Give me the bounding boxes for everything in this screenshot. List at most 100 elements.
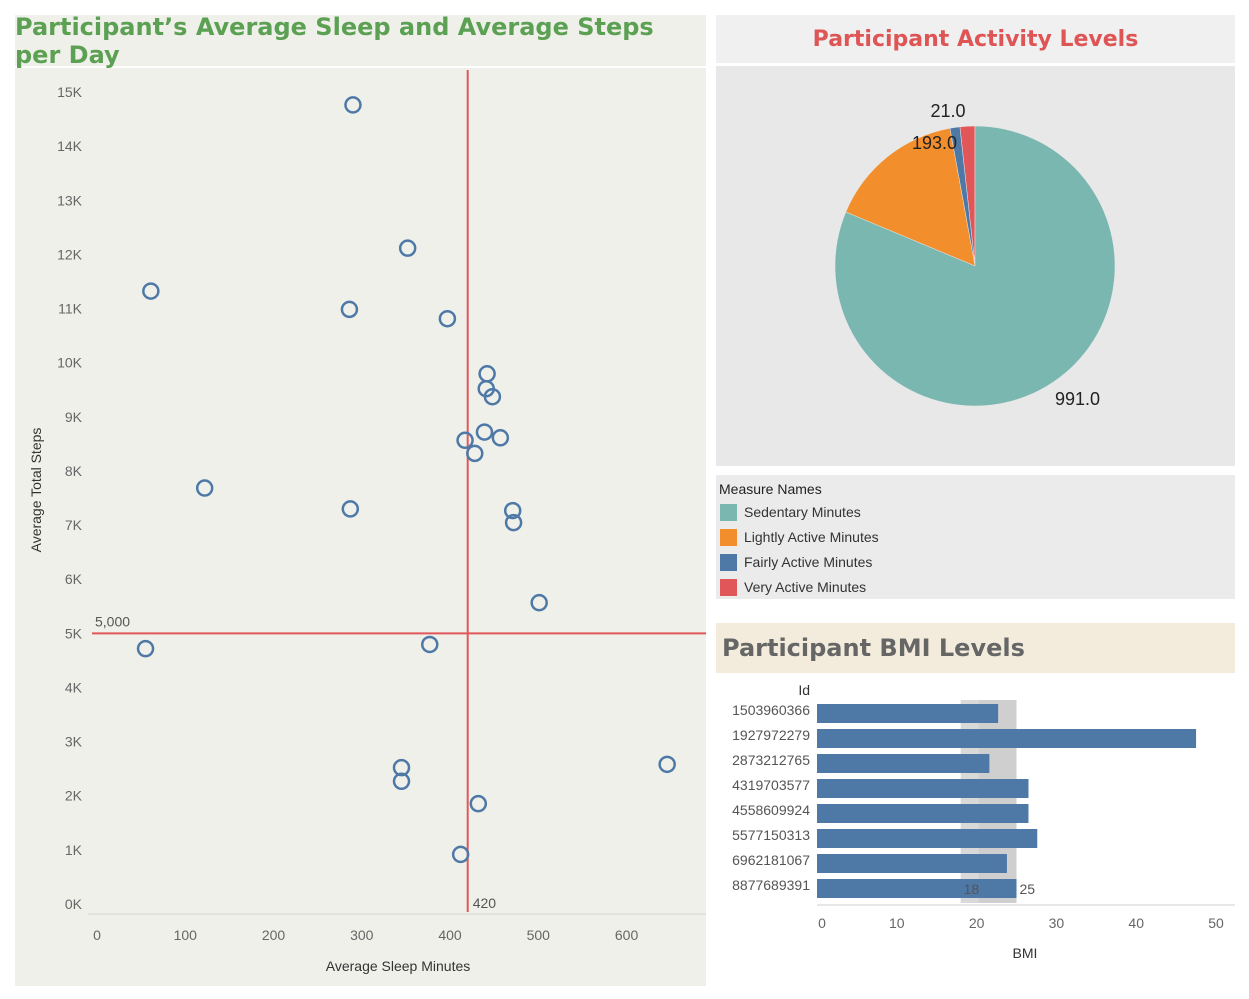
legend-item[interactable]: Fairly Active Minutes xyxy=(720,553,872,571)
scatter-y-tick-label: 12K xyxy=(57,246,83,262)
bmi-x-tick-label: 30 xyxy=(1049,915,1065,931)
scatter-y-tick-label: 1K xyxy=(65,842,83,858)
scatter-y-tick-label: 10K xyxy=(57,355,83,371)
scatter-y-axis-label: Average Total Steps xyxy=(28,428,44,553)
bmi-id-header: Id xyxy=(798,682,810,698)
bmi-bar[interactable] xyxy=(817,829,1038,848)
bmi-bar[interactable] xyxy=(817,754,990,773)
legend-title: Measure Names xyxy=(719,481,822,497)
scatter-y-tick-label: 11K xyxy=(58,301,83,317)
scatter-point[interactable] xyxy=(392,772,411,791)
scatter-x-tick-label: 200 xyxy=(262,927,286,943)
bmi-title: Participant BMI Levels xyxy=(722,634,1025,662)
bmi-id-label: 6962181067 xyxy=(732,852,810,868)
scatter-x-tick-label: 600 xyxy=(615,927,639,943)
scatter-y-tick-label: 9K xyxy=(65,409,83,425)
scatter-point[interactable] xyxy=(392,758,411,777)
scatter-x-tick-label: 400 xyxy=(438,927,462,943)
pie-label: 193.0 xyxy=(912,133,957,153)
scatter-y-tick-label: 3K xyxy=(65,734,83,750)
reference-label-sleep: 420 xyxy=(473,895,497,911)
scatter-point[interactable] xyxy=(491,429,510,447)
bmi-x-tick-label: 40 xyxy=(1128,915,1144,931)
pie-slice-sedentary-minutes[interactable] xyxy=(834,125,1116,407)
scatter-point[interactable] xyxy=(136,639,155,658)
legend-swatch xyxy=(720,578,737,596)
bmi-x-tick-label: 0 xyxy=(818,915,826,931)
legend-label: Fairly Active Minutes xyxy=(744,554,873,570)
scatter-point[interactable] xyxy=(504,513,523,532)
scatter-y-tick-label: 15K xyxy=(57,84,83,100)
scatter-panel xyxy=(15,68,706,986)
pie-slice-lightly-active-minutes[interactable] xyxy=(845,127,976,267)
scatter-point[interactable] xyxy=(341,500,360,518)
scatter-point[interactable] xyxy=(478,365,496,383)
legend-item[interactable]: Sedentary Minutes xyxy=(720,503,861,521)
bmi-bar-chart[interactable]: Id BMI 1503960366 1927972279 2873212765 431… xyxy=(716,676,1241,986)
scatter-point[interactable] xyxy=(530,593,548,612)
legend-label: Sedentary Minutes xyxy=(744,504,861,520)
bmi-id-label: 2873212765 xyxy=(732,752,810,768)
bmi-x-tick-label: 10 xyxy=(889,915,905,931)
legend-item[interactable]: Lightly Active Minutes xyxy=(720,528,879,546)
scatter-point[interactable] xyxy=(340,300,359,319)
scatter-x-tick-label: 100 xyxy=(174,927,198,943)
scatter-y-tick-label: 5K xyxy=(65,625,83,641)
bmi-bar[interactable] xyxy=(817,804,1029,823)
bmi-id-label: 1927972279 xyxy=(732,727,810,743)
bmi-id-label: 4319703577 xyxy=(732,777,810,793)
scatter-x-tick-label: 300 xyxy=(350,927,374,943)
scatter-point[interactable] xyxy=(398,239,417,257)
scatter-y-tick-label: 2K xyxy=(65,788,83,804)
scatter-x-tick-label: 0 xyxy=(93,927,101,943)
scatter-y-tick-label: 0K xyxy=(65,896,83,912)
scatter-point[interactable] xyxy=(451,845,470,864)
bmi-id-label: 1503960366 xyxy=(732,702,810,718)
scatter-y-tick-label: 8K xyxy=(65,463,83,479)
scatter-point[interactable] xyxy=(456,431,474,450)
reference-label-steps: 5,000 xyxy=(95,613,130,629)
legend-item[interactable]: Very Active Minutes xyxy=(720,578,866,596)
scatter-point[interactable] xyxy=(438,309,457,328)
bmi-title-bar xyxy=(716,623,1235,673)
scatter-point[interactable] xyxy=(475,423,494,441)
scatter-point[interactable] xyxy=(469,794,488,813)
scatter-title-bar: Participant’s Average Sleep and Average … xyxy=(15,12,706,69)
bmi-x-axis-label: BMI xyxy=(1013,945,1038,961)
bmi-id-label: 4558609924 xyxy=(732,802,810,818)
scatter-y-tick-label: 14K xyxy=(57,138,83,154)
bmi-bar[interactable] xyxy=(817,854,1007,873)
bmi-x-tick-label: 50 xyxy=(1208,915,1224,931)
scatter-point[interactable] xyxy=(195,479,214,497)
bmi-bar[interactable] xyxy=(817,779,1029,798)
bmi-band-label-low: 18 xyxy=(964,881,980,897)
scatter-point[interactable] xyxy=(466,444,484,463)
pie-chart[interactable]: 991.0 193.0 21.0 xyxy=(716,66,1235,466)
scatter-point[interactable] xyxy=(483,387,502,406)
bmi-x-tick-label: 20 xyxy=(969,915,985,931)
scatter-y-tick-label: 13K xyxy=(57,192,83,208)
bmi-bar[interactable] xyxy=(817,704,999,723)
bmi-id-label: 5577150313 xyxy=(732,827,810,843)
bmi-band-label-high: 25 xyxy=(1020,881,1036,897)
legend-swatch xyxy=(720,553,737,571)
scatter-title: Participant’s Average Sleep and Average … xyxy=(15,12,654,69)
scatter-point[interactable] xyxy=(420,635,439,654)
scatter-y-tick-label: 7K xyxy=(65,517,83,533)
scatter-y-tick-label: 4K xyxy=(65,679,83,695)
bmi-bar[interactable] xyxy=(817,729,1197,748)
pie-label: 21.0 xyxy=(930,101,965,121)
scatter-y-tick-label: 6K xyxy=(65,571,83,587)
pie-title: Participant Activity Levels xyxy=(812,26,1139,52)
scatter-chart[interactable]: 0K 1K 2K 3K 4K 5K 6K 7K 8K 9K 10K 11K 12K 13K 14K 15K 0 1… xyxy=(0,0,710,999)
scatter-point[interactable] xyxy=(142,282,160,300)
pie-title-bar: Participant Activity Levels xyxy=(716,15,1235,63)
bmi-reference-band xyxy=(960,700,979,903)
legend-panel xyxy=(716,475,1235,599)
legend-swatch xyxy=(720,528,737,546)
bmi-bar[interactable] xyxy=(817,879,1017,898)
scatter-point[interactable] xyxy=(658,755,676,774)
scatter-point[interactable] xyxy=(503,501,522,520)
scatter-point[interactable] xyxy=(344,96,362,114)
scatter-x-axis-label: Average Sleep Minutes xyxy=(326,958,471,974)
